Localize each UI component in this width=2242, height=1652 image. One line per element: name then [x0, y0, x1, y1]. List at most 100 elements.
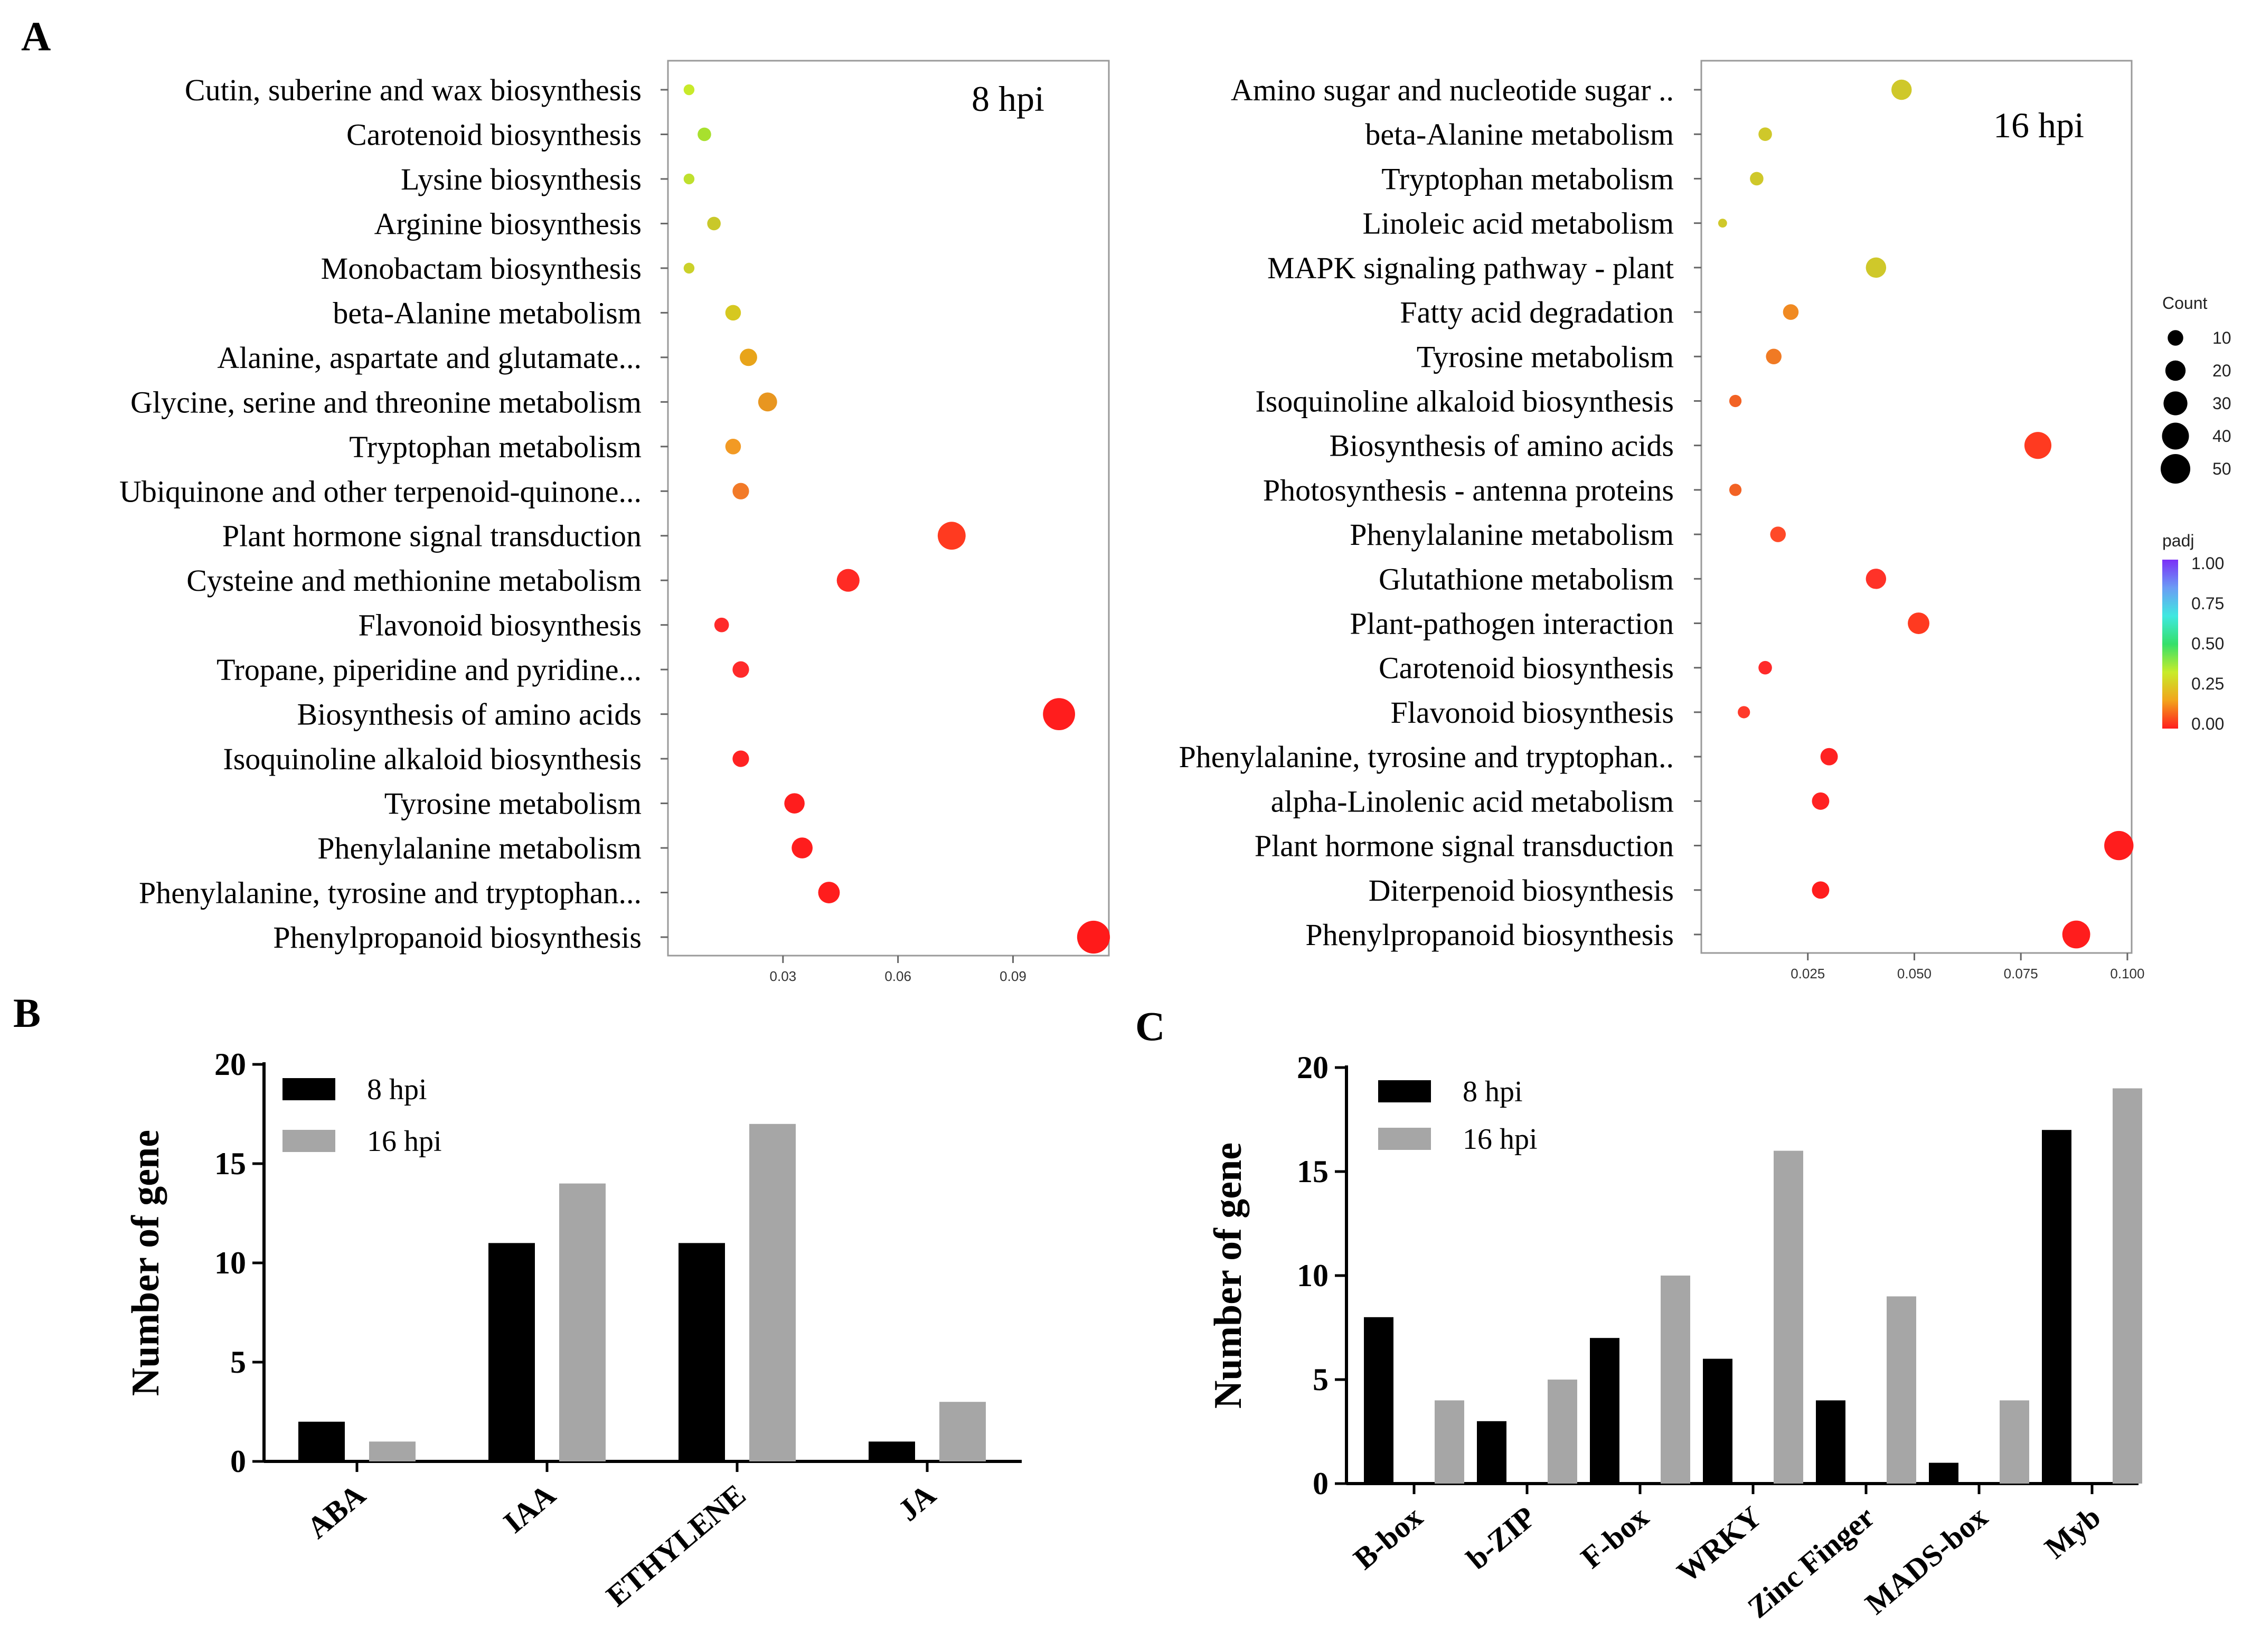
panel-label-b: B [13, 990, 41, 1036]
bar-chart-transcription-factors: 0 5 10 15 20 Number of gene B-box b-ZIP F-box WRK… [1207, 1050, 2142, 1625]
data-point [732, 483, 749, 499]
data-point [784, 793, 805, 814]
bar-8hpi [1477, 1421, 1506, 1484]
y-tick-label: 0 [1313, 1466, 1329, 1501]
pathway-label: Glycine, serine and threonine metabolism [130, 385, 642, 419]
bar-16hpi [2113, 1088, 2142, 1484]
bar-16hpi [1887, 1296, 1916, 1484]
legend-swatch [282, 1078, 335, 1100]
padj-tick-label: 0.50 [2191, 634, 2224, 653]
data-point [707, 216, 721, 231]
pathway-label: Phenylalanine, tyrosine and tryptophan..… [139, 876, 642, 910]
bar-chart-hormones: 0 5 10 15 20 Number of gene ABA IAA ETHYLENE JA 8 … [124, 1047, 1022, 1613]
category-label: Zinc Finger [1741, 1499, 1881, 1625]
y-tick-label: 5 [1313, 1362, 1329, 1397]
pathway-label: Tryptophan metabolism [1381, 162, 1674, 196]
data-point [698, 127, 711, 141]
pathway-label: Phenylalanine metabolism [317, 831, 642, 865]
count-legend-label: 20 [2212, 361, 2231, 380]
pathway-label: Carotenoid biosynthesis [1379, 651, 1674, 685]
x-tick-label: 0.025 [1791, 966, 1825, 981]
category-label: ETHYLENE [600, 1477, 752, 1613]
padj-colorbar [2162, 560, 2178, 729]
pathway-label: Arginine biosynthesis [374, 206, 642, 241]
data-point [1077, 920, 1110, 954]
data-point [2062, 920, 2090, 949]
category-label: b-ZIP [1460, 1499, 1542, 1576]
legend-label: 16 hpi [367, 1125, 442, 1158]
bar-8hpi [1703, 1358, 1732, 1484]
count-legend-label: 30 [2212, 394, 2231, 413]
pathway-label: Linoleic acid metabolism [1363, 206, 1674, 241]
data-point [725, 305, 741, 321]
data-point [836, 569, 860, 592]
pathway-label: Carotenoid biosynthesis [346, 117, 642, 152]
bar-8hpi [298, 1421, 345, 1461]
data-point [732, 661, 749, 678]
data-point [818, 882, 840, 903]
y-axis-title: Number of gene [1207, 1143, 1250, 1409]
y-tick-label: 15 [214, 1146, 246, 1181]
y-tick-label: 20 [214, 1047, 246, 1082]
bar-8hpi [1816, 1400, 1845, 1484]
bar-16hpi [1774, 1150, 1803, 1484]
padj-tick-label: 0.00 [2191, 714, 2224, 733]
data-point [1718, 219, 1727, 228]
dot-plot-8hpi: 8 hpi Cutin, suberine and wax biosynthesi… [119, 60, 1110, 984]
pathway-label: MAPK signaling pathway - plant [1267, 251, 1674, 285]
bar-8hpi [1929, 1462, 1958, 1484]
pathway-label: Cysteine and methionine metabolism [186, 563, 642, 598]
data-point [1750, 172, 1764, 186]
pathway-label: Isoquinoline alkaloid biosynthesis [1255, 384, 1674, 418]
data-point [2104, 830, 2134, 861]
pathway-label: Lysine biosynthesis [401, 162, 642, 196]
bar-8hpi [1590, 1338, 1619, 1484]
bar-16hpi [369, 1441, 416, 1461]
x-tick-label: 0.09 [1000, 968, 1026, 984]
data-point [792, 837, 813, 858]
category-label: JA [891, 1477, 942, 1527]
count-legend-label: 50 [2212, 459, 2231, 478]
pathway-label: Phenylpropanoid biosynthesis [273, 920, 642, 955]
pathway-label: Tropane, piperidine and pyridine... [216, 653, 642, 687]
bar-16hpi [559, 1183, 606, 1461]
y-tick-label: 0 [230, 1444, 246, 1479]
legend: Count 10 20 30 40 50 padj 1.00 0.75 0.50 0.25 0.… [2160, 294, 2231, 733]
pathway-label: beta-Alanine metabolism [1365, 117, 1674, 152]
data-point [740, 348, 757, 366]
legend-swatch [1378, 1128, 1431, 1150]
dot-plot-16hpi: 16 hpi Amino sugar and nucleotide sugar .… [1179, 60, 2144, 981]
legend-label: 8 hpi [367, 1073, 427, 1106]
pathway-label: Photosynthesis - antenna proteins [1263, 473, 1674, 507]
pathway-label: Phenylalanine metabolism [1350, 517, 1674, 552]
data-point [2024, 432, 2052, 459]
padj-tick-label: 1.00 [2191, 554, 2224, 573]
data-point [1820, 748, 1838, 766]
pathway-label: Ubiquinone and other terpenoid-quinone..… [119, 474, 642, 508]
pathway-label: Monobactam biosynthesis [321, 251, 642, 286]
category-label: Myb [2038, 1499, 2107, 1565]
data-point [714, 617, 729, 633]
x-tick-label: 0.03 [770, 968, 797, 984]
pathway-label: alpha-Linolenic acid metabolism [1271, 784, 1674, 818]
pathway-label: Alanine, aspartate and glutamate... [217, 341, 642, 375]
data-point [1891, 79, 1912, 100]
count-legend-dot [2168, 330, 2183, 346]
y-tick-label: 10 [214, 1245, 246, 1280]
padj-tick-label: 0.25 [2191, 674, 2224, 693]
bar-8hpi [1364, 1317, 1393, 1484]
padj-legend-title: padj [2162, 531, 2194, 550]
y-tick-label: 20 [1297, 1050, 1329, 1085]
bar-16hpi [939, 1402, 986, 1461]
bar-8hpi [869, 1441, 915, 1461]
pathway-label: Phenylpropanoid biosynthesis [1305, 918, 1674, 952]
data-point [683, 173, 695, 185]
data-point [1729, 394, 1742, 408]
pathway-label: Tryptophan metabolism [349, 430, 642, 464]
data-point [1766, 348, 1782, 365]
count-legend-label: 40 [2212, 427, 2231, 446]
legend-swatch [1378, 1080, 1431, 1102]
plot-title: 16 hpi [1993, 105, 2084, 145]
bar-16hpi [749, 1124, 796, 1461]
